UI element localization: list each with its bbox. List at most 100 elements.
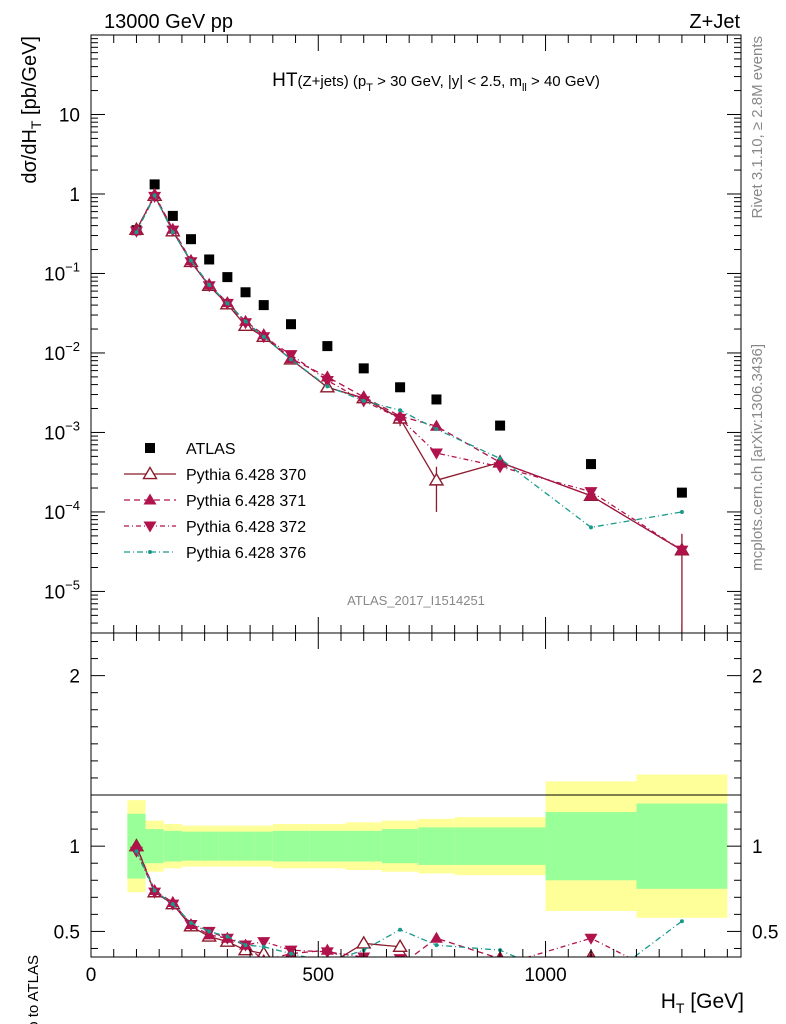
ratio-band-inner [454,827,546,865]
series-0 [131,179,687,498]
ratio-band-inner [218,831,237,861]
main-panel: 10−5 10−4 10−3 10−2 10−1 1 10 HT(Z+jets) (pT >… [19,34,742,634]
ratio-x-ticks: 0 500 1000 [86,633,728,986]
data-point [207,282,212,287]
ratio-point [393,954,407,957]
ratio-bands [127,774,728,918]
ratio-y-ticks: 0.5 0.5 1 1 2 2 [54,641,778,949]
ratio-band-inner [636,803,728,889]
ratio-point [170,902,175,907]
ratio-point [261,953,266,957]
ratio-point [430,976,443,987]
data-point [361,398,366,403]
data-point [184,257,198,269]
ratio-y-tick-label: 1 [69,837,80,858]
ratio-point [257,945,271,957]
watermark: ATLAS_2017_I1514251 [347,593,485,608]
main-series-group [128,179,690,633]
legend-marker [143,521,157,533]
data-point [284,350,298,362]
data-point [189,258,193,263]
ratio-band-inner [181,831,201,861]
ratio-point [430,993,443,1004]
ratio-point [589,987,593,991]
header-right: Z+Jet [689,11,740,33]
ratio-point [320,947,334,957]
series-3 [129,191,689,557]
ratio-point [261,944,266,949]
data-point [134,230,139,235]
ratio-point [243,943,248,948]
data-point [434,427,439,432]
data-point [325,384,330,389]
main-y-tick-label: 10−5 [44,577,80,603]
header-left: 13000 GeV pp [104,11,233,33]
ratio-band-inner [272,830,310,862]
ratio-point [394,959,407,970]
x-tick-label: 1000 [524,965,566,986]
data-point [167,210,178,221]
legend-label: ATLAS [186,441,236,458]
x-tick-label: 0 [86,965,97,986]
legend-label: Pythia 6.428 372 [186,519,306,536]
ratio-point [285,962,298,973]
ratio-y-tick-label: 0.5 [54,922,80,943]
ratio-y-axis-label: Ratio to ATLAS [25,955,42,1024]
data-point [204,254,215,265]
data-point [393,413,407,425]
ratio-band-inner [345,830,382,862]
data-point [239,318,253,330]
legend-label: Pythia 6.428 376 [186,545,306,562]
ratio-point [325,960,329,964]
data-point [170,230,175,235]
legend-label: Pythia 6.428 371 [186,493,306,510]
ratio-y-tick-label: 2 [69,667,80,688]
ratio-point [675,978,688,989]
ratio-y-tick-label: 2 [752,667,763,688]
main-y-ticks: 10−5 10−4 10−3 10−2 10−1 1 10 [44,34,741,634]
legend-label: Pythia 6.428 370 [186,467,306,484]
ratio-point [434,943,439,948]
data-point [148,191,162,203]
data-point [243,319,248,324]
data-point [586,459,596,470]
data-point [431,394,442,405]
main-y-tick-label: 1 [69,185,80,206]
ratio-point [184,920,198,932]
data-point [395,382,406,393]
ratio-point [152,888,157,893]
series-line [135,193,683,529]
data-point [495,420,506,431]
data-point [675,545,689,557]
data-point [584,487,598,499]
ratio-series-3 [134,849,684,991]
ratio-point [675,978,688,989]
ratio-point [189,920,193,925]
main-y-tick-label: 10−1 [44,259,80,285]
ratio-point [148,887,162,899]
main-y-axis-label: dσ/dHT [pb/GeV] [19,36,44,184]
main-x-ticks [90,35,728,633]
main-y-tick-label: 10−2 [44,339,80,365]
main-y-tick-label: 10−4 [44,498,80,524]
main-y-tick-label: 10−3 [44,418,80,444]
x-tick-label: 500 [302,965,334,986]
ratio-point [356,935,372,949]
data-point [322,341,333,352]
ratio-series-group [128,838,688,1004]
legend: ATLAS Pythia 6.428 370 Pythia 6.428 371 Pyt… [124,441,306,562]
data-point [286,319,296,330]
data-point [240,287,251,298]
mcplots-label: mcplots.cern.ch [arXiv:1306.3436] [749,344,766,571]
ratio-point [284,945,298,957]
data-point [589,525,593,530]
ratio-point [134,849,139,854]
series-4 [134,193,684,530]
data-point [676,487,687,498]
ratio-band-inner [236,831,255,861]
data-point [429,448,443,460]
main-frame [90,34,742,634]
ratio-point [494,961,507,972]
data-point [289,357,293,362]
